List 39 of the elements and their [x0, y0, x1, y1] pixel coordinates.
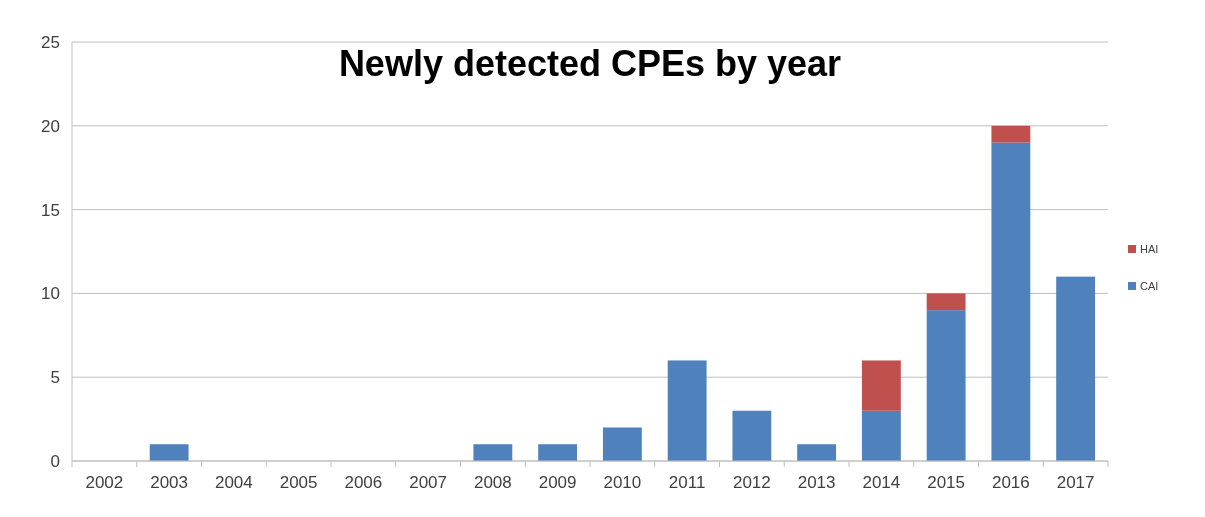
- bar: [991, 125, 1031, 143]
- chart-title: Newly detected CPEs by year: [338, 43, 842, 84]
- x-tick-label: 2010: [603, 473, 642, 492]
- bar: [991, 142, 1031, 461]
- bar: [926, 310, 966, 461]
- bar: [926, 293, 966, 311]
- bar: [602, 427, 642, 461]
- x-tick-label: 2016: [991, 473, 1030, 492]
- x-tick-label: 2017: [1056, 473, 1095, 492]
- legend-label: HAI: [1140, 242, 1159, 255]
- x-tick-label: 2015: [927, 473, 966, 492]
- x-tick-label: 2014: [862, 473, 901, 492]
- bar: [473, 444, 513, 461]
- y-tick-label: 20: [41, 116, 60, 136]
- x-tick-label: 2006: [344, 473, 383, 492]
- y-tick-label: 0: [50, 451, 60, 471]
- x-tick-label: 2013: [797, 473, 836, 492]
- y-tick-label: 15: [41, 200, 60, 220]
- y-tick-label: 25: [41, 32, 60, 52]
- x-tick-label: 2007: [409, 473, 448, 492]
- bar: [861, 360, 901, 411]
- x-tick-label: 2003: [150, 473, 189, 492]
- bar: [667, 360, 707, 461]
- bar: [149, 444, 189, 461]
- x-tick-label: 2005: [279, 473, 318, 492]
- y-tick-label: 10: [41, 284, 60, 304]
- x-tick-label: 2004: [214, 473, 253, 492]
- x-tick-label: 2011: [668, 473, 706, 492]
- x-tick-label: 2009: [538, 473, 577, 492]
- bar: [732, 410, 772, 461]
- bar: [538, 444, 578, 461]
- bar: [797, 444, 837, 461]
- x-tick-label: 2012: [732, 473, 771, 492]
- x-tick-label: 2008: [473, 473, 512, 492]
- bar: [1056, 276, 1096, 461]
- y-tick-label: 5: [50, 368, 60, 388]
- x-tick-label: 2002: [85, 473, 124, 492]
- bar: [861, 410, 901, 461]
- legend-label: CAI: [1140, 279, 1159, 292]
